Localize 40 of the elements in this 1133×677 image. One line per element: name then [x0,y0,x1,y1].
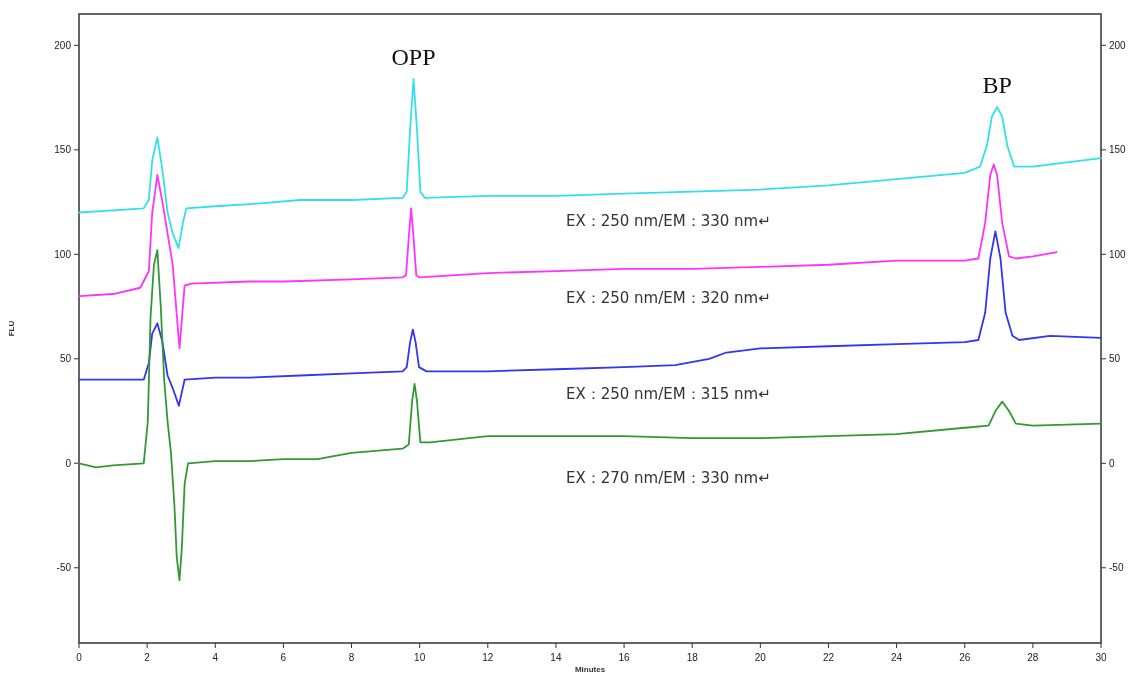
annotation: OPP [391,43,436,70]
y2-tick-label: -50 [1109,562,1124,574]
x-tick-label: 26 [959,652,971,663]
x-tick-label: 6 [280,652,287,663]
x-axis-title: Minutes [574,665,606,674]
x-tick-label: 20 [754,652,767,663]
line-series [78,230,1102,407]
x-tick-label: 22 [822,652,835,663]
series-label: EX：250 nm/EM：320 nm↵ [565,288,771,307]
line-series [78,77,1102,249]
series-label: EX：250 nm/EM：330 nm↵ [565,212,771,231]
y-tick-label: 150 [54,144,72,156]
y-axis-title: FLU [7,320,16,337]
y-tick-label: 0 [65,457,72,469]
x-tick-label: 24 [891,652,903,663]
x-tick-label: 4 [212,652,219,663]
x-tick-label: 18 [686,652,699,663]
x-tick-label: 2 [144,652,151,663]
y-tick-label: 50 [59,353,72,365]
x-tick-label: 28 [1027,652,1039,663]
x-tick-label: 16 [618,652,631,663]
text: EX：270 nm/EM：330 nm↵ [565,469,771,488]
y-tick-label: 200 [54,39,72,51]
line-series [78,163,1058,350]
y2-tick-label: 200 [1109,39,1127,51]
x-tick-label: 30 [1095,652,1107,663]
x-tick-label: 14 [550,652,562,663]
line-series [78,249,1102,582]
annotation: BP [982,71,1012,98]
y2-tick-label: 150 [1109,144,1127,156]
y2-tick-label: 100 [1109,248,1127,260]
y2-tick-label: 50 [1109,353,1121,365]
y2-tick-label: 0 [1109,457,1115,469]
x-tick-label: 0 [76,652,83,663]
x-tick-label: 8 [348,652,355,663]
series-label: EX：250 nm/EM：315 nm↵ [565,385,771,404]
x-tick-label: 10 [414,652,426,663]
x-tick-label: 12 [482,652,494,663]
y-tick-label: 100 [54,248,72,260]
y-tick-label: -50 [56,562,72,574]
